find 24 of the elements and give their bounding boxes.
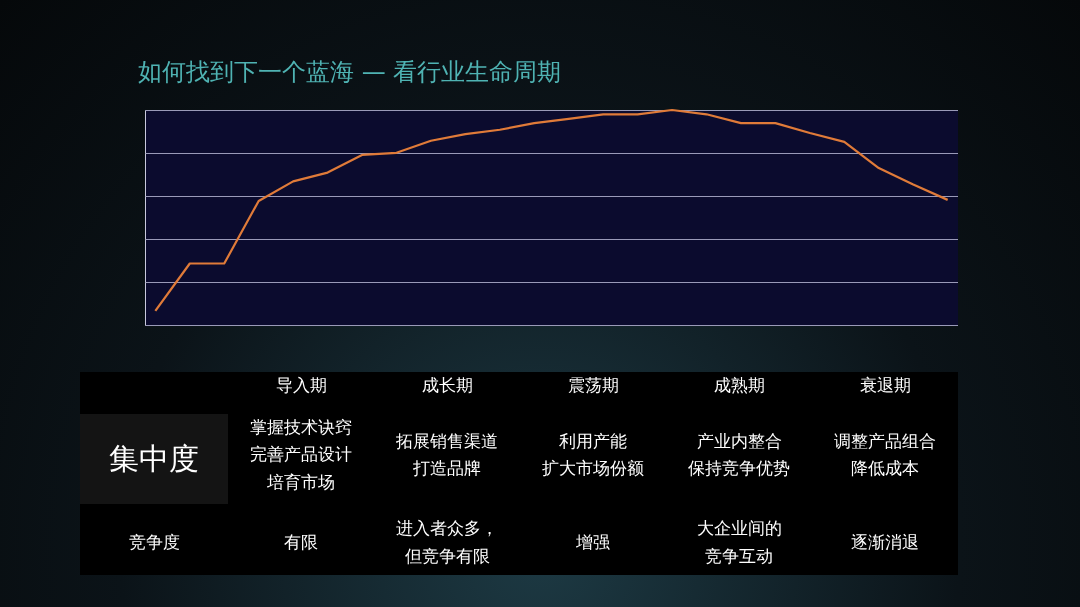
text: 成长期 [420,374,474,398]
chart-title: 如何找到下一个蓝海 — 看行业生命周期 [138,57,562,88]
text: 培育市场 [267,470,335,494]
text: 拓展销售渠道 [396,429,498,453]
text: 完善产品设计 [250,443,352,467]
text: 打造品牌 [413,457,481,480]
text: 集中度 [109,440,199,478]
text: 降低成本 [851,457,919,480]
text: 大企业间的竞争互动 [696,517,782,568]
text: 产业内整合 [696,429,782,453]
text: 导入期 [274,374,328,398]
text: 成熟期 [712,374,766,398]
text: 扩大市场份额 [542,457,644,480]
text: 增强 [576,530,610,554]
text: 震荡期 [566,374,620,398]
text: 衰退期 [858,374,912,398]
text: 竞争度 [128,530,180,554]
text: 利用产能 [559,429,627,453]
text: 保持竞争优势 [688,457,790,480]
text: 逐渐消退 [851,530,919,554]
text: 有限 [284,530,318,554]
text: 调整产品组合 [834,429,936,453]
text: 掌握技术诀窍 [250,416,352,440]
text: 进入者众多，但竞争有限 [396,517,498,568]
